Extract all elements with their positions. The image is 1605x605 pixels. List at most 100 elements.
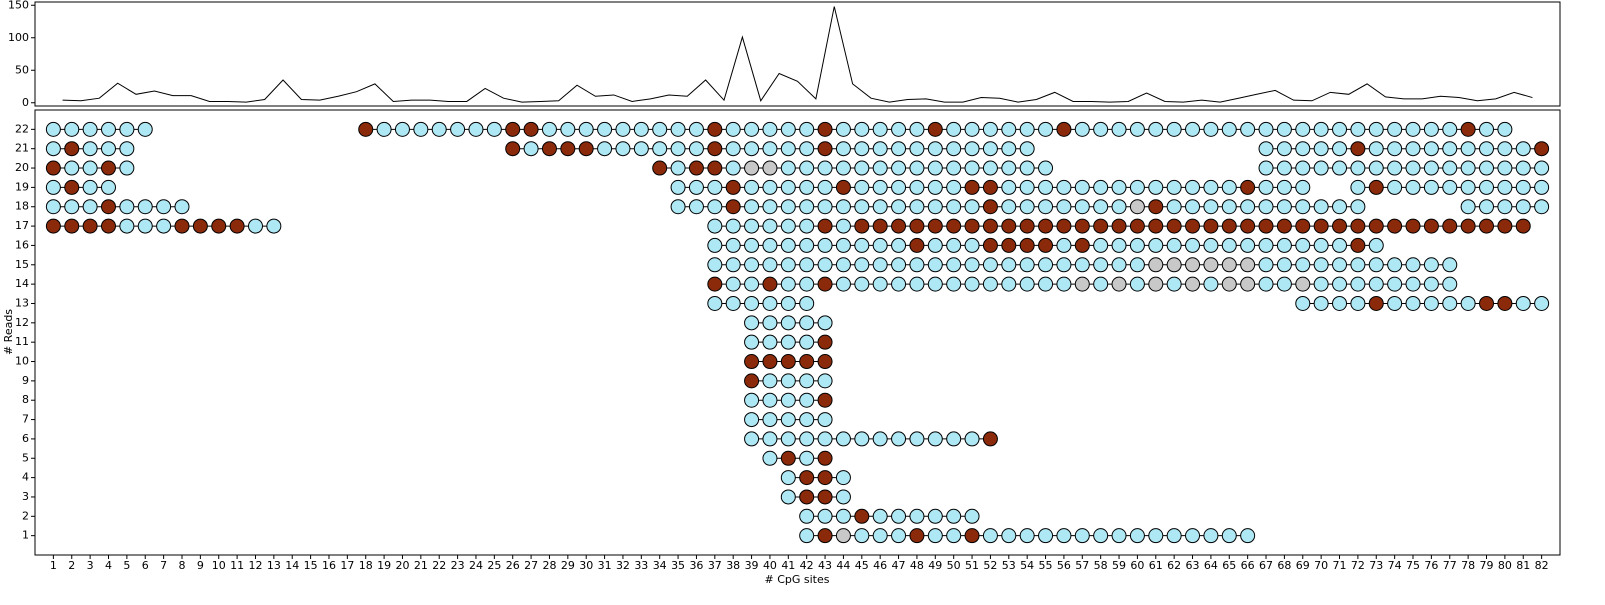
- cpg-site: [64, 121, 80, 137]
- cpg-site: [1387, 218, 1403, 234]
- cpg-site: [707, 160, 723, 176]
- cpg-site: [64, 179, 80, 195]
- cpg-site: [1111, 199, 1127, 215]
- cpg-site: [1019, 257, 1035, 273]
- cpg-site: [1038, 218, 1054, 234]
- x-tick-label: 58: [1094, 559, 1108, 572]
- x-tick-label: 45: [855, 559, 869, 572]
- cpg-site: [1442, 121, 1458, 137]
- cpg-site: [891, 237, 907, 253]
- cpg-site: [744, 295, 760, 311]
- x-tick-label: 33: [634, 559, 648, 572]
- cpg-site: [137, 218, 153, 234]
- cpg-site: [1405, 257, 1421, 273]
- cpg-site: [1332, 199, 1348, 215]
- cpg-site: [946, 179, 962, 195]
- cpg-site: [597, 141, 613, 157]
- cpg-site: [1111, 276, 1127, 292]
- cpg-site: [909, 276, 925, 292]
- cpg-site: [1460, 179, 1476, 195]
- cpg-site: [964, 199, 980, 215]
- cpg-site: [799, 450, 815, 466]
- cpg-site: [817, 257, 833, 273]
- cpg-site: [1203, 276, 1219, 292]
- cpg-site: [817, 160, 833, 176]
- x-tick-label: 61: [1149, 559, 1163, 572]
- cpg-site: [1460, 199, 1476, 215]
- x-tick-label: 3: [87, 559, 94, 572]
- cpg-site: [1515, 141, 1531, 157]
- cpg-site: [744, 179, 760, 195]
- cpg-site: [1405, 179, 1421, 195]
- cpg-site: [762, 179, 778, 195]
- cpg-site: [1019, 276, 1035, 292]
- cpg-site: [946, 276, 962, 292]
- cpg-site: [1093, 179, 1109, 195]
- cpg-site: [725, 237, 741, 253]
- cpg-site: [762, 257, 778, 273]
- cpg-site: [1166, 276, 1182, 292]
- cpg-site: [964, 528, 980, 544]
- y-tick-label: 15: [15, 258, 29, 271]
- cpg-site: [1295, 295, 1311, 311]
- cpg-site: [1111, 218, 1127, 234]
- cpg-site: [982, 121, 998, 137]
- cpg-site: [927, 237, 943, 253]
- cpg-site: [468, 121, 484, 137]
- x-tick-label: 60: [1130, 559, 1144, 572]
- x-tick-label: 68: [1277, 559, 1291, 572]
- cpg-site: [1534, 199, 1550, 215]
- cpg-site: [744, 237, 760, 253]
- cpg-site: [982, 160, 998, 176]
- cpg-site: [799, 412, 815, 428]
- cpg-site: [1332, 121, 1348, 137]
- cpg-site: [1001, 141, 1017, 157]
- cpg-site: [119, 199, 135, 215]
- cpg-site: [927, 121, 943, 137]
- y-tick-label: 100: [8, 31, 29, 44]
- cpg-site: [946, 160, 962, 176]
- cpg-site: [1442, 179, 1458, 195]
- cpg-site: [688, 160, 704, 176]
- cpg-site: [744, 431, 760, 447]
- x-tick-label: 20: [395, 559, 409, 572]
- cpg-site: [1460, 160, 1476, 176]
- x-tick-label: 7: [160, 559, 167, 572]
- cpg-site: [1038, 237, 1054, 253]
- cpg-site: [854, 431, 870, 447]
- cpg-site: [927, 160, 943, 176]
- cpg-site: [835, 508, 851, 524]
- cpg-site: [1093, 237, 1109, 253]
- y-tick-label: 150: [8, 0, 29, 11]
- cpg-site: [982, 179, 998, 195]
- cpg-site: [541, 141, 557, 157]
- cpg-site: [835, 160, 851, 176]
- cpg-site: [707, 199, 723, 215]
- cpg-site: [927, 508, 943, 524]
- x-tick-label: 6: [142, 559, 149, 572]
- cpg-site: [82, 199, 98, 215]
- cpg-site: [780, 121, 796, 137]
- cpg-site: [1332, 295, 1348, 311]
- cpg-site: [725, 218, 741, 234]
- cpg-site: [1387, 121, 1403, 137]
- cpg-site: [982, 528, 998, 544]
- cpg-site: [891, 508, 907, 524]
- cpg-site: [780, 354, 796, 370]
- cpg-site: [1129, 218, 1145, 234]
- x-tick-label: 39: [745, 559, 759, 572]
- cpg-site: [1350, 257, 1366, 273]
- cpg-site: [1203, 179, 1219, 195]
- x-tick-label: 43: [818, 559, 832, 572]
- x-tick-label: 70: [1314, 559, 1328, 572]
- cpg-site: [780, 179, 796, 195]
- cpg-site: [1332, 257, 1348, 273]
- cpg-site: [1203, 257, 1219, 273]
- cpg-site: [725, 276, 741, 292]
- cpg-site: [799, 218, 815, 234]
- cpg-site: [1258, 218, 1274, 234]
- cpg-site: [1240, 199, 1256, 215]
- x-tick-label: 67: [1259, 559, 1273, 572]
- x-tick-label: 35: [671, 559, 685, 572]
